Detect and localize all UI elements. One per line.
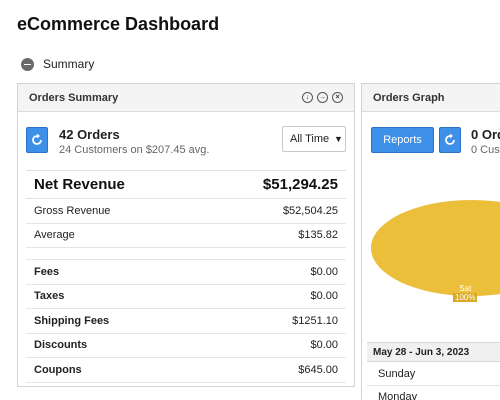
row-value: $0.00 [310,339,338,352]
close-icon[interactable]: × [332,92,343,103]
row-label: Fees [34,265,60,278]
orders-subtitle: 24 Customers on $207.45 avg. [59,144,210,156]
row-value: $1251.10 [292,314,338,327]
net-revenue-value: $51,294.25 [262,176,338,193]
row-value: $0.00 [310,290,338,303]
graph-refresh-button[interactable] [439,127,461,153]
row-value: $52,504.25 [282,204,338,217]
graph-orders-count: 0 Orders [471,127,500,142]
orders-summary-title: Orders Summary [29,91,119,104]
orders-graph-title: Orders Graph [373,91,445,104]
orders-summary-panel: Orders Summary ↓ → × 42 Orders 24 Custom… [17,83,355,387]
pie-slice-label: Sat 100% [453,284,478,302]
chevron-down-icon: ▼ [334,134,343,144]
day-row: Sunday [367,363,500,386]
slice-name: Sat [459,284,472,293]
refresh-icon [32,133,42,145]
summary-toggle[interactable]: Summary [21,57,94,71]
time-range-select[interactable]: All Time ▼ [282,126,346,152]
table-spacer [26,248,346,260]
table-row: Coupons $645.00 [26,358,346,383]
summary-label: Summary [43,57,95,71]
day-row: Monday [367,386,500,400]
row-label: Shipping Fees [34,314,110,327]
table-row: Discounts $0.00 [26,334,346,358]
graph-orders-subtitle: 0 Customers [471,144,500,156]
time-range-value: All Time [290,133,330,145]
orders-count: 42 Orders [59,127,120,142]
refresh-button[interactable] [26,127,48,153]
table-row: Taxes $0.00 [26,285,346,309]
table-row: Gross Revenue $52,504.25 [26,199,346,224]
refresh-icon [445,133,455,145]
download-icon[interactable]: ↓ [302,92,313,103]
orders-graph-header: Orders Graph [362,84,500,112]
orders-graph-panel: Orders Graph Reports 0 Orders 0 Customer… [361,83,500,400]
table-row: Fees $0.00 [26,260,346,285]
table-row: Average $135.82 [26,224,346,248]
forward-icon[interactable]: → [317,92,328,103]
net-revenue-row: Net Revenue $51,294.25 [26,170,346,199]
collapse-icon[interactable] [21,57,34,71]
panel-header-icons: ↓ → × [302,92,343,103]
row-label: Discounts [34,339,88,352]
slice-percent: 100% [453,293,478,302]
pie-slice-sat[interactable] [371,200,500,296]
revenue-table: Net Revenue $51,294.25 Gross Revenue $52… [26,170,346,383]
net-revenue-label: Net Revenue [34,176,125,193]
row-value: $0.00 [310,265,338,278]
row-value: $645.00 [298,363,338,376]
table-row: Shipping Fees $1251.10 [26,309,346,334]
row-value: $135.82 [298,229,338,242]
orders-summary-header: Orders Summary ↓ → × [18,84,354,112]
page-title: eCommerce Dashboard [17,14,220,34]
row-label: Taxes [34,290,65,303]
row-label: Coupons [34,363,82,376]
date-range-header: May 28 - Jun 3, 2023 [367,342,500,362]
row-label: Average [34,229,75,242]
reports-button[interactable]: Reports [371,127,434,153]
row-label: Gross Revenue [34,204,111,217]
